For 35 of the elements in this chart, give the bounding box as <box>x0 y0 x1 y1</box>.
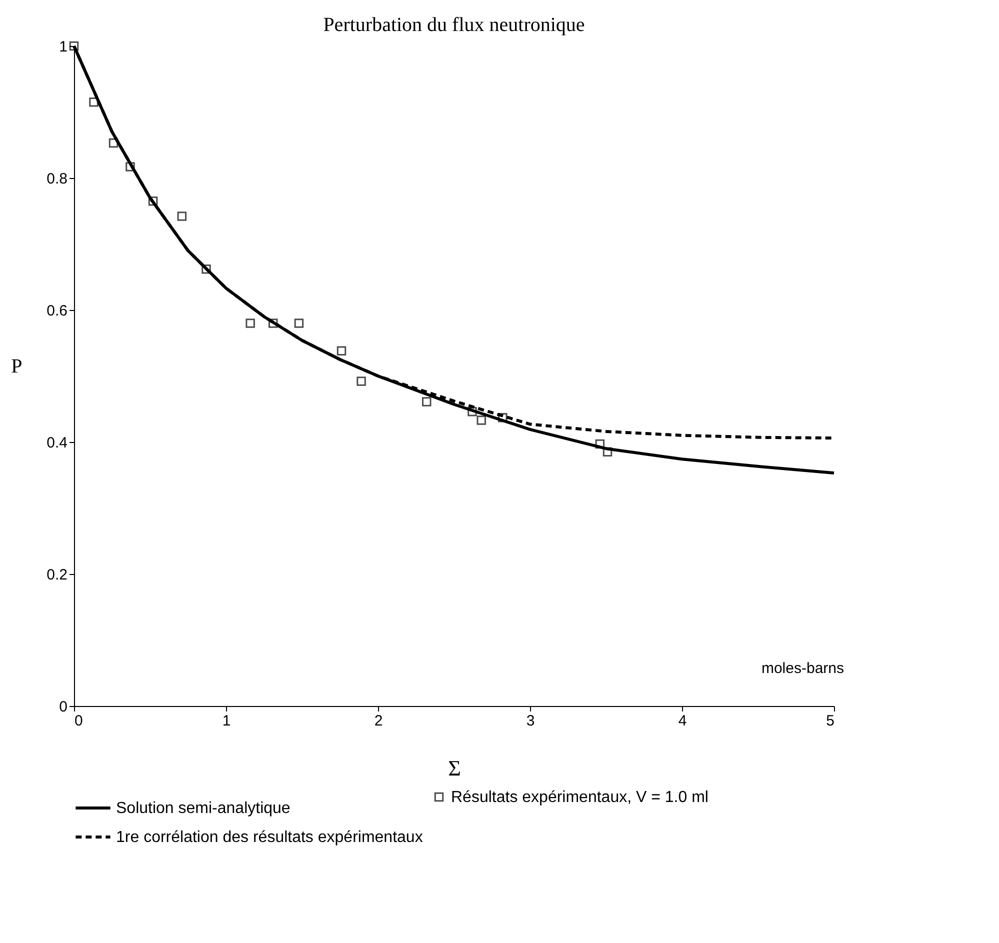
x-tick-label: 3 <box>526 712 535 730</box>
point <box>468 407 477 416</box>
y-tick-label: 0.2 <box>46 566 68 584</box>
point <box>356 376 366 386</box>
legend-label: Résultats expérimentaux, V = 1.0 ml <box>451 789 708 806</box>
point <box>108 138 118 148</box>
x-axis-title: Σ <box>448 756 461 780</box>
point <box>336 346 346 356</box>
x-tick-label: 1 <box>222 712 231 730</box>
y-tick-label: 0.8 <box>46 170 68 188</box>
legend-label: 1re corrélation des résultats expérimentaux <box>116 829 423 846</box>
x-tick-label: 5 <box>826 712 834 730</box>
point <box>126 162 135 172</box>
point <box>177 212 187 221</box>
x-tick-label: 0 <box>74 712 83 730</box>
point <box>476 416 486 425</box>
point <box>202 264 211 274</box>
y-axis-title: P <box>11 356 22 378</box>
point <box>268 318 278 328</box>
y-tick-label: 1 <box>59 38 68 56</box>
chart-title: Perturbation du flux neutronique <box>323 14 585 36</box>
legend-label: Solution semi-analytique <box>116 800 290 817</box>
point <box>595 439 605 449</box>
point <box>294 318 304 328</box>
x-tick-label: 2 <box>374 712 383 730</box>
point <box>246 318 255 328</box>
y-tick-label: 0.4 <box>46 434 68 452</box>
y-tick-label: 0 <box>59 698 68 716</box>
point <box>148 196 158 206</box>
point <box>89 97 98 107</box>
annotation: moles-barns <box>761 660 844 677</box>
point <box>602 447 612 457</box>
point <box>422 397 432 406</box>
x-tick-label: 4 <box>678 712 687 730</box>
y-tick-label: 0.6 <box>46 302 68 320</box>
